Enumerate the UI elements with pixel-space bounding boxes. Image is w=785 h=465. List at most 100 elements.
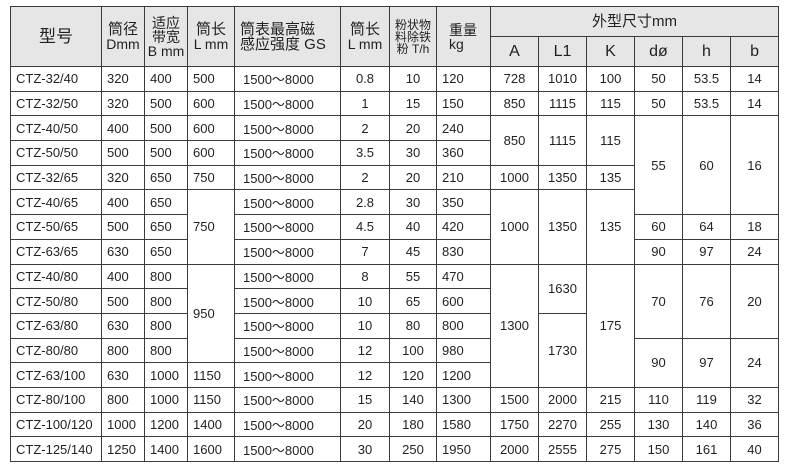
table-cell: 150: [634, 436, 683, 462]
table-cell: 240: [436, 115, 491, 142]
spec-table: 型号 筒径 Dmm 适应 带宽 B mm 筒长 L mm 筒表最高磁 感应强度 GS 筒长…: [10, 6, 780, 462]
table-cell: 1500: [490, 386, 539, 413]
table-cell: 500: [101, 288, 145, 314]
model-cell: CTZ-80/100: [10, 386, 102, 413]
table-cell: 1350: [538, 164, 587, 191]
table-cell: 32: [729, 386, 780, 413]
table-cell: 8: [340, 263, 390, 290]
table-cell: 750: [187, 189, 235, 265]
table-cell: 97: [682, 238, 731, 265]
table-cell: 110: [634, 386, 683, 413]
table-cell: 1950: [436, 436, 491, 462]
table-cell: 1350: [538, 189, 587, 265]
table-row: CTZ-125/140 1250 1400 1600 1500～8000 30 250 195…: [10, 436, 780, 462]
table-cell: 250: [389, 436, 437, 462]
model-cell: CTZ-100/120: [10, 411, 102, 438]
table-header: 型号 筒径 Dmm 适应 带宽 B mm 筒长 L mm 筒表最高磁 感应强度 GS 筒长…: [10, 6, 780, 67]
table-cell: 1000: [144, 386, 188, 413]
table-cell: 470: [436, 263, 491, 290]
table-cell: 2270: [538, 411, 587, 438]
table-cell: 800: [101, 386, 145, 413]
model-cell: CTZ-50/65: [10, 214, 102, 240]
table-cell: 140: [682, 411, 731, 438]
table-cell: 100: [389, 337, 437, 364]
table-cell: 1200: [144, 411, 188, 438]
table-cell: 420: [436, 214, 491, 240]
table-cell: 400: [144, 66, 188, 92]
header-dim-a: A: [490, 36, 539, 67]
table-cell: 800: [144, 337, 188, 364]
table-cell: 90: [634, 238, 683, 265]
table-cell: 400: [101, 115, 145, 142]
table-cell: 750: [187, 164, 235, 191]
table-row: CTZ-80/80 800 800 1500～8000 12 100 980 90 97 24: [10, 337, 780, 388]
table-cell: 1300: [490, 263, 539, 388]
table-cell: 2: [340, 115, 390, 142]
table-cell: 2000: [538, 386, 587, 413]
table-cell: 55: [389, 263, 437, 290]
table-cell: 400: [101, 263, 145, 290]
table-cell: 12: [340, 362, 390, 388]
table-cell: 2555: [538, 436, 587, 462]
table-cell: 10: [340, 312, 390, 339]
table-cell: 20: [389, 115, 437, 142]
table-cell: 800: [144, 288, 188, 314]
header-dim-k: K: [586, 36, 635, 67]
table-cell: 600: [187, 140, 235, 166]
header-diameter: 筒径 Dmm: [101, 6, 145, 67]
table-cell: 850: [490, 90, 539, 117]
model-cell: CTZ-50/80: [10, 288, 102, 314]
table-cell: 1500～8000: [234, 66, 341, 92]
table-cell: 15: [340, 386, 390, 413]
model-cell: CTZ-40/65: [10, 189, 102, 216]
table-cell: 1500～8000: [234, 288, 341, 314]
table-cell: 1: [340, 90, 390, 117]
table-cell: 1400: [187, 411, 235, 438]
table-row: CTZ-80/100 800 1000 1150 1500～8000 15 140 1300 1…: [10, 386, 780, 413]
header-dim-d: dø: [634, 36, 683, 67]
table-row: CTZ-50/50 500 500 600 1500～8000 3.5 30 360: [10, 140, 779, 166]
header-length2: 筒长 L mm: [340, 6, 390, 67]
table-cell: 20: [340, 411, 390, 438]
table-row: CTZ-63/80 630 800 1500～8000 10 80 800 1730: [10, 312, 779, 388]
table-cell: 135: [586, 189, 635, 265]
table-cell: 2: [340, 164, 390, 191]
model-cell: CTZ-125/140: [10, 436, 102, 462]
table-cell: 1000: [144, 362, 188, 388]
header-dimensions-group: 外型尺寸mm: [489, 6, 780, 37]
table-cell: 500: [144, 140, 188, 166]
table-cell: 1010: [538, 66, 587, 92]
table-cell: 500: [101, 140, 145, 166]
table-cell: 18: [729, 214, 780, 240]
table-cell: 1150: [187, 362, 235, 388]
table-cell: 1500～8000: [234, 164, 341, 191]
table-cell: 119: [682, 386, 731, 413]
table-cell: 500: [187, 66, 235, 92]
table-cell: 45: [389, 238, 437, 265]
header-field-strength: 筒表最高磁 感应强度 GS: [234, 6, 341, 67]
table-row: CTZ-40/80 400 800 950 1500～8000 8 55 470 1300 163…: [10, 263, 780, 388]
table-cell: 980: [436, 337, 491, 364]
table-cell: 1500～8000: [234, 238, 341, 265]
table-cell: 140: [389, 386, 437, 413]
table-cell: 24: [729, 337, 780, 388]
table-cell: 1400: [144, 436, 188, 462]
table-cell: 80: [389, 312, 437, 339]
header-length: 筒长 L mm: [187, 6, 235, 67]
table-cell: 50: [634, 90, 683, 117]
table-cell: 1500～8000: [234, 436, 341, 462]
table-cell: 1500～8000: [234, 337, 341, 364]
table-cell: 30: [340, 436, 390, 462]
table-cell: 14: [729, 90, 780, 117]
model-cell: CTZ-32/50: [10, 90, 102, 117]
table-cell: 320: [101, 90, 145, 117]
table-row: CTZ-63/100 630 1000 1150 1500～8000 12 120 1200: [10, 362, 779, 388]
table-cell: 630: [101, 312, 145, 339]
table-cell: 800: [144, 263, 188, 290]
table-cell: 10: [389, 66, 437, 92]
model-cell: CTZ-50/50: [10, 140, 102, 166]
table-cell: 40: [729, 436, 780, 462]
table-cell: 800: [144, 312, 188, 339]
header-weight: 重量 kg: [436, 6, 491, 67]
table-cell: 1000: [490, 164, 539, 191]
